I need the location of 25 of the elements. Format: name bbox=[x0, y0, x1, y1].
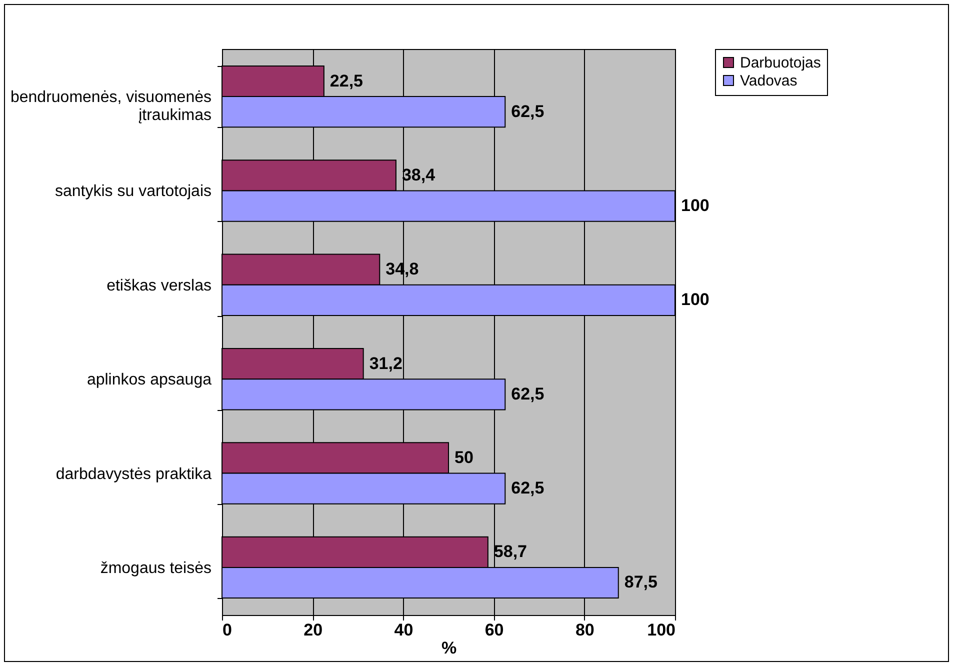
data-label: 100 bbox=[681, 290, 710, 310]
data-label: 87,5 bbox=[624, 572, 658, 592]
y-tick-label: žmogaus teisės bbox=[100, 560, 212, 577]
data-label: 62,5 bbox=[511, 478, 544, 498]
data-label: 62,5 bbox=[511, 102, 544, 121]
data-label: 22,5 bbox=[330, 71, 364, 90]
legend-label: Vadovas bbox=[740, 72, 798, 90]
x-tick-label: 80 bbox=[575, 620, 594, 640]
x-tick-label: 40 bbox=[394, 620, 414, 640]
x-axis-title: % bbox=[441, 638, 457, 658]
data-label: 62,5 bbox=[511, 384, 544, 404]
y-tick-label: darbdavystės praktika bbox=[56, 466, 212, 483]
x-tick-label: 100 bbox=[647, 620, 676, 640]
data-label: 31,2 bbox=[369, 354, 402, 373]
data-label: 58,7 bbox=[494, 542, 528, 562]
data-label: 50 bbox=[454, 448, 474, 467]
x-tick-label: 60 bbox=[484, 620, 504, 640]
x-tick-label: 0 bbox=[222, 620, 232, 640]
y-tick-label: aplinkos apsauga bbox=[86, 372, 212, 389]
data-label: 100 bbox=[681, 196, 710, 216]
y-tick-label: santykis su vartotojais bbox=[54, 183, 212, 200]
y-tick-label: etiškas verslas bbox=[106, 277, 212, 294]
x-tick-label: 20 bbox=[304, 620, 323, 640]
y-tick-label: bendruomenės, visuomenės įtraukimas bbox=[10, 89, 212, 124]
legend-label: Darbuotojas bbox=[740, 54, 821, 72]
